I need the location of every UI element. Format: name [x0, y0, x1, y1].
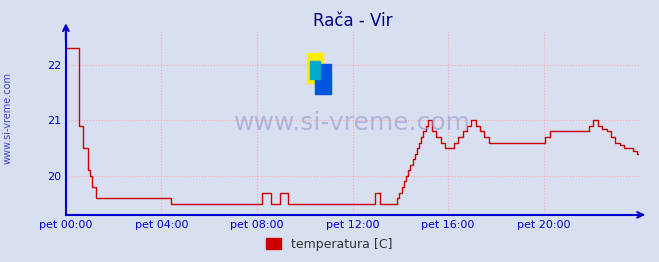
FancyBboxPatch shape — [315, 64, 331, 94]
Text: www.si-vreme.com: www.si-vreme.com — [3, 72, 13, 164]
FancyBboxPatch shape — [310, 61, 320, 79]
Title: Rača - Vir: Rača - Vir — [313, 12, 392, 30]
Text: www.si-vreme.com: www.si-vreme.com — [234, 111, 471, 135]
FancyBboxPatch shape — [306, 53, 323, 83]
Legend: temperatura [C]: temperatura [C] — [261, 233, 398, 256]
